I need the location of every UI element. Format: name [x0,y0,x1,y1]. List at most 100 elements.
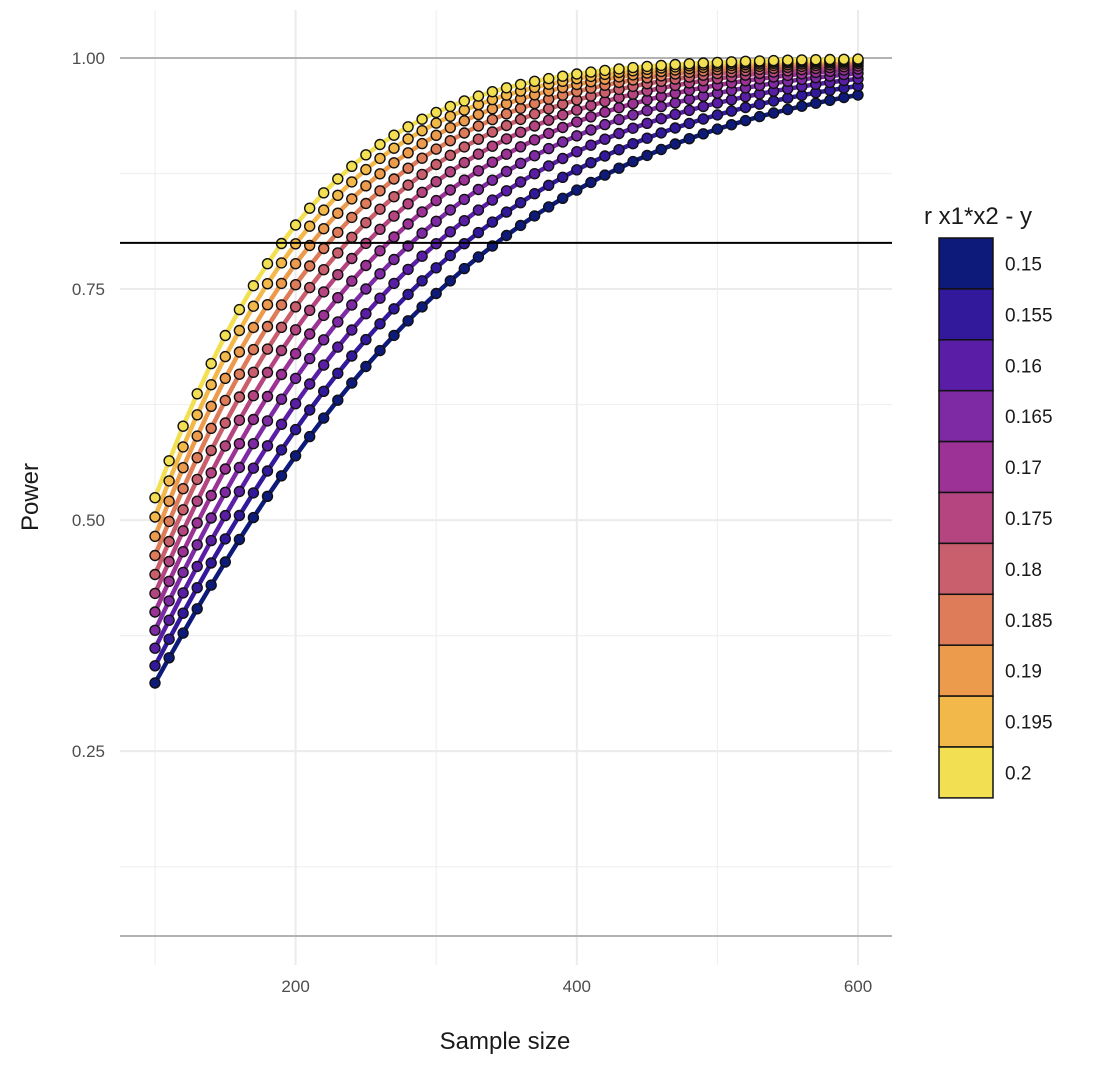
data-point [599,64,611,77]
data-point [149,624,161,636]
data-point [444,149,456,162]
data-point [191,409,203,421]
legend-label: 0.195 [1005,713,1053,734]
data-point [486,194,499,206]
data-point [416,137,428,150]
data-point [247,300,260,312]
data-point [585,99,597,112]
data-point [571,130,583,142]
data-point [205,467,217,479]
data-point [388,190,400,203]
data-point [655,143,667,156]
data-point [430,194,442,207]
data-point [346,176,358,188]
data-point [444,134,456,147]
data-point [585,156,597,169]
data-point [430,287,442,300]
data-point [430,158,442,171]
data-point [205,489,217,502]
data-point [289,301,302,313]
data-point [177,420,189,432]
data-point [444,275,456,287]
data-point [486,174,499,186]
data-point [514,219,527,232]
data-point [430,215,442,228]
data-point [163,575,175,587]
series-points-0.17 [149,63,864,618]
data-point [543,142,555,155]
data-point [261,299,274,311]
data-point [430,175,442,188]
data-point [641,104,653,117]
data-point [261,258,274,270]
data-point [360,149,372,161]
legend-swatch [938,288,994,341]
data-point [641,149,653,162]
data-point [388,129,400,141]
data-point [669,108,681,121]
data-point [416,168,428,181]
data-point [360,333,372,346]
data-point [374,223,386,236]
data-point [233,438,246,450]
data-point [275,321,288,333]
data-point [332,247,344,259]
data-point [233,533,246,546]
data-point [711,109,724,121]
data-point [711,56,724,69]
data-point [669,122,681,134]
data-point [613,143,625,156]
data-point [205,357,217,370]
legend-swatch [938,695,994,748]
data-point [641,132,653,144]
data-point [753,98,766,110]
data-point [430,129,442,142]
data-point [444,226,456,238]
data-point [191,495,203,507]
data-point [205,444,217,457]
data-point [458,127,470,139]
data-point [458,174,470,186]
data-point [247,487,260,499]
data-point [585,124,597,136]
data-point [219,533,232,545]
legend-label: 0.155 [1005,305,1053,326]
legend-label: 0.165 [1005,407,1053,428]
data-point [388,142,400,154]
data-point [528,134,541,146]
data-point [346,193,358,205]
data-point [753,110,766,123]
data-point [205,579,217,591]
data-point [627,61,639,74]
data-point [655,59,667,72]
legend-title: r x1*x2 - y [924,203,1032,230]
y-tick-label: 1.00 [72,49,105,68]
legend-swatch [938,746,994,799]
data-point [824,53,836,66]
data-point [219,440,232,452]
data-point [163,495,175,507]
data-point [402,288,414,301]
data-point [458,156,470,169]
data-point [739,55,752,67]
data-point [191,517,203,529]
data-point [599,133,611,145]
data-point [627,155,639,168]
data-point [528,210,541,222]
data-point [472,133,485,145]
data-point [683,117,695,130]
data-point [304,328,316,340]
data-point [149,606,161,618]
data-point [472,120,485,132]
data-point [304,352,316,365]
data-point [543,179,555,192]
data-point [528,187,541,200]
data-point [346,377,358,389]
legend: r x1*x2 - y 0.15 0.155 0.16 0.165 0.17 0.175 0.… [924,203,1053,799]
data-point [289,398,302,410]
legend-swatch [938,491,994,545]
data-point [767,107,780,119]
data-point [177,525,189,537]
data-point [739,114,752,127]
data-point [374,318,386,330]
